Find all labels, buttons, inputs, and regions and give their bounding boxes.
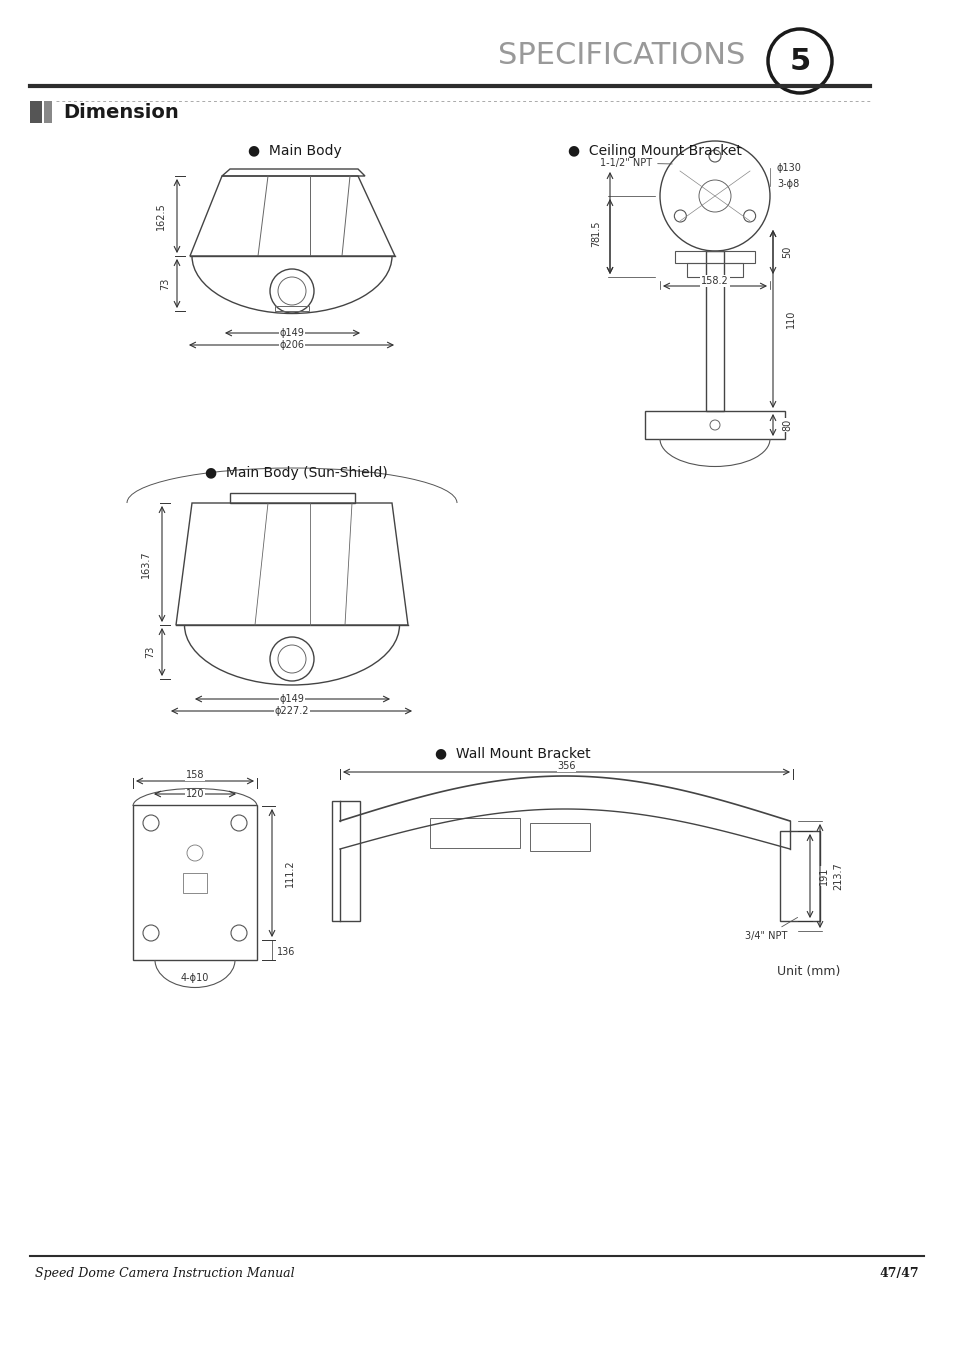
Bar xyxy=(675,251,754,263)
Text: 4-ϕ10: 4-ϕ10 xyxy=(181,973,209,984)
Text: 162.5: 162.5 xyxy=(156,203,166,230)
Text: 158: 158 xyxy=(186,770,204,780)
Bar xyxy=(430,817,519,848)
Text: 80: 80 xyxy=(781,419,791,431)
Text: ●  Wall Mount Bracket: ● Wall Mount Bracket xyxy=(435,746,590,761)
Text: 47/47: 47/47 xyxy=(879,1266,918,1279)
Bar xyxy=(644,411,784,439)
Text: 3/4" NPT: 3/4" NPT xyxy=(744,917,797,942)
Bar xyxy=(332,801,359,921)
Text: ϕ130: ϕ130 xyxy=(776,163,801,173)
Text: 158.2: 158.2 xyxy=(700,276,728,286)
Text: Dimension: Dimension xyxy=(63,103,178,122)
Bar xyxy=(30,101,42,123)
Bar xyxy=(132,805,256,961)
Text: ●  Ceiling Mount Bracket: ● Ceiling Mount Bracket xyxy=(567,145,741,158)
Text: 1-1/2" NPT: 1-1/2" NPT xyxy=(599,158,672,168)
Bar xyxy=(230,493,355,503)
Text: 136: 136 xyxy=(276,947,295,957)
Text: Unit (mm): Unit (mm) xyxy=(776,965,840,978)
Text: 74.1: 74.1 xyxy=(590,226,600,247)
Text: 120: 120 xyxy=(186,789,204,798)
Bar xyxy=(44,101,52,123)
Text: 111.2: 111.2 xyxy=(285,859,294,886)
Text: 73: 73 xyxy=(160,277,170,289)
Bar xyxy=(686,263,742,277)
Text: SPECIFICATIONS: SPECIFICATIONS xyxy=(497,42,744,70)
Bar xyxy=(183,873,207,893)
Text: ϕ227.2: ϕ227.2 xyxy=(274,707,309,716)
Text: Speed Dome Camera Instruction Manual: Speed Dome Camera Instruction Manual xyxy=(35,1266,294,1279)
Bar xyxy=(274,305,309,311)
Text: ϕ206: ϕ206 xyxy=(279,340,304,350)
Text: ●  Main Body: ● Main Body xyxy=(248,145,341,158)
Bar xyxy=(705,251,723,411)
Bar xyxy=(780,831,820,921)
Text: 5: 5 xyxy=(788,46,810,76)
Text: 3-ϕ8: 3-ϕ8 xyxy=(776,178,799,189)
Bar xyxy=(530,823,589,851)
Text: 163.7: 163.7 xyxy=(141,550,151,578)
Text: ϕ149: ϕ149 xyxy=(279,328,304,338)
Text: ϕ149: ϕ149 xyxy=(279,694,304,704)
Text: 356: 356 xyxy=(557,761,576,771)
Text: 73: 73 xyxy=(145,646,154,658)
Text: 50: 50 xyxy=(781,246,791,258)
Text: 81.5: 81.5 xyxy=(590,220,600,242)
Text: 191: 191 xyxy=(818,867,828,885)
Text: 213.7: 213.7 xyxy=(832,862,842,890)
Text: 110: 110 xyxy=(785,309,795,328)
Text: ●  Main Body (Sun-Shield): ● Main Body (Sun-Shield) xyxy=(205,466,387,480)
